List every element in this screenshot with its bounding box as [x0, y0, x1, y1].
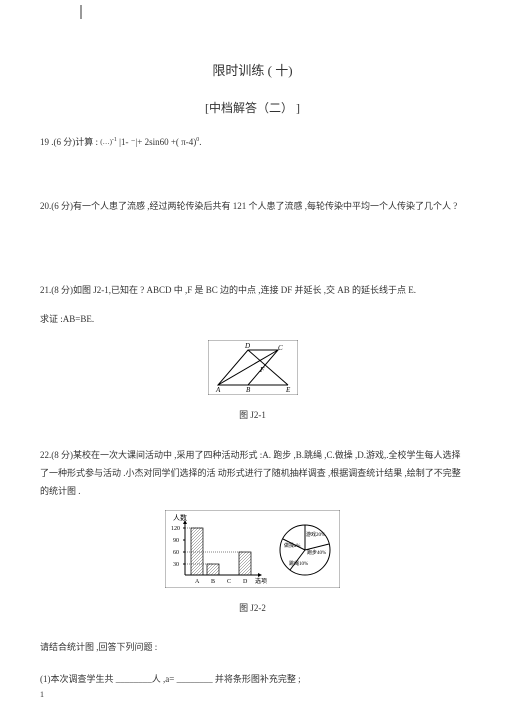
fig2-xlabel: 选项	[255, 577, 267, 585]
q19-sup2: 0	[196, 137, 199, 143]
fig1-label-e: E	[285, 386, 291, 394]
question-22-sub1: (1)本次调查学生共 ________人 ,a= ________ 并将条形图补…	[40, 671, 465, 687]
fig1-label-d: D	[244, 342, 250, 350]
question-20: 20.(6 分)有一个人患了流感 ,经过两轮传染后共有 121 个人患了流感 ,…	[40, 199, 465, 213]
fig1-label-b: B	[246, 386, 251, 394]
fig2-ytick-30: 30	[173, 562, 179, 568]
figure-1-caption: 图 J2-1	[40, 408, 465, 421]
fig2-pie-tiaosheng: 跳绳10%	[289, 560, 308, 567]
fig1-label-f: F	[259, 366, 265, 374]
figure-2-wrap: 人数 120 90 60 30 A B C D 选项	[40, 510, 465, 591]
q19-prefix: 19 .(6 分)计算 :	[40, 137, 98, 147]
fig2-bar-b	[207, 564, 219, 575]
fig2-ytick-60: 60	[173, 550, 179, 556]
question-21-prove: 求证 :AB=BE.	[40, 312, 465, 325]
fig2-pie-zuocao: 做操a%	[284, 542, 300, 549]
figure-2-caption: 图 J2-2	[40, 601, 465, 614]
fig2-xtick-c: C	[227, 579, 231, 585]
subtitle: [中档解答（二） ]	[40, 99, 465, 116]
text-cursor	[80, 5, 82, 19]
q19-expr: |1- ⁻|+ 2sin60 +( π-4)	[119, 137, 196, 147]
question-21: 21.(8 分)如图 J2-1,已知在 ? ABCD 中 ,F 是 BC 边的中…	[40, 283, 465, 297]
fig2-bar-d	[239, 552, 251, 575]
q19-sup1: -1	[112, 137, 117, 143]
figure-1-wrap: A B E D C F	[40, 340, 465, 398]
question-22: 22.(8 分)某校在一次大课间活动中 ,采用了四种活动形式 :A. 跑步 ,B…	[40, 446, 465, 500]
fig2-ytick-90: 90	[173, 538, 179, 544]
fig1-label-a: A	[215, 386, 221, 394]
fig2-pie-paobu: 跑步40%	[307, 549, 326, 556]
fig2-xtick-b: B	[211, 579, 215, 585]
question-19: 19 .(6 分)计算 : (…)-1 |1- ⁻|+ 2sin60 +( π-…	[40, 136, 465, 149]
figure-1-svg: A B E D C F	[208, 340, 298, 395]
figure-2-svg: 人数 120 90 60 30 A B C D 选项	[165, 510, 340, 588]
fig2-xtick-d: D	[243, 579, 248, 585]
main-title: 限时训练 ( 十)	[40, 60, 465, 79]
fig1-label-c: C	[278, 344, 283, 352]
fig2-ytick-120: 120	[171, 526, 180, 532]
fig2-bar-a	[191, 528, 203, 575]
fig2-pie-youxi: 游戏20%	[306, 531, 325, 538]
page-number: 1	[40, 690, 44, 699]
fig2-xtick-a: A	[195, 579, 200, 585]
question-22-sub: 请结合统计图 ,回答下列问题 :	[40, 639, 465, 655]
q19-paren: (…)	[100, 138, 112, 148]
